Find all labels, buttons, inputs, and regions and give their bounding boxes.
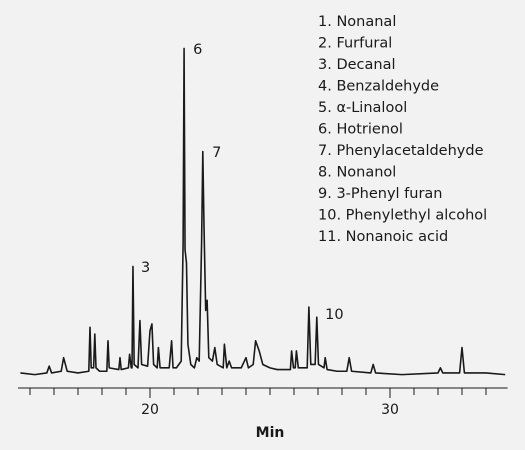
x-axis-label: Min xyxy=(256,425,285,441)
legend-entry: 3. Decanal xyxy=(318,57,396,73)
peak-label: 3 xyxy=(141,260,150,276)
legend-entry: 1. Nonanal xyxy=(318,14,396,30)
legend-entry: 7. Phenylacetaldehyde xyxy=(318,143,484,159)
legend-entry: 8. Nonanol xyxy=(318,165,396,181)
legend-entry: 9. 3-Phenyl furan xyxy=(318,186,443,202)
legend-entry: 10. Phenylethyl alcohol xyxy=(318,208,487,224)
peak-label: 6 xyxy=(193,42,202,58)
legend-entry: 5. α-Linalool xyxy=(318,100,407,116)
peak-label: 10 xyxy=(325,307,343,323)
legend-entry: 6. Hotrienol xyxy=(318,122,403,138)
x-tick-label: 20 xyxy=(141,402,159,418)
legend-entry: 2. Furfural xyxy=(318,36,392,52)
chromatogram-trace xyxy=(20,47,506,376)
x-tick-label: 30 xyxy=(381,402,399,418)
peak-label: 7 xyxy=(212,145,221,161)
legend-entry: 11. Nonanoic acid xyxy=(318,229,448,245)
legend-entry: 4. Benzaldehyde xyxy=(318,79,439,95)
